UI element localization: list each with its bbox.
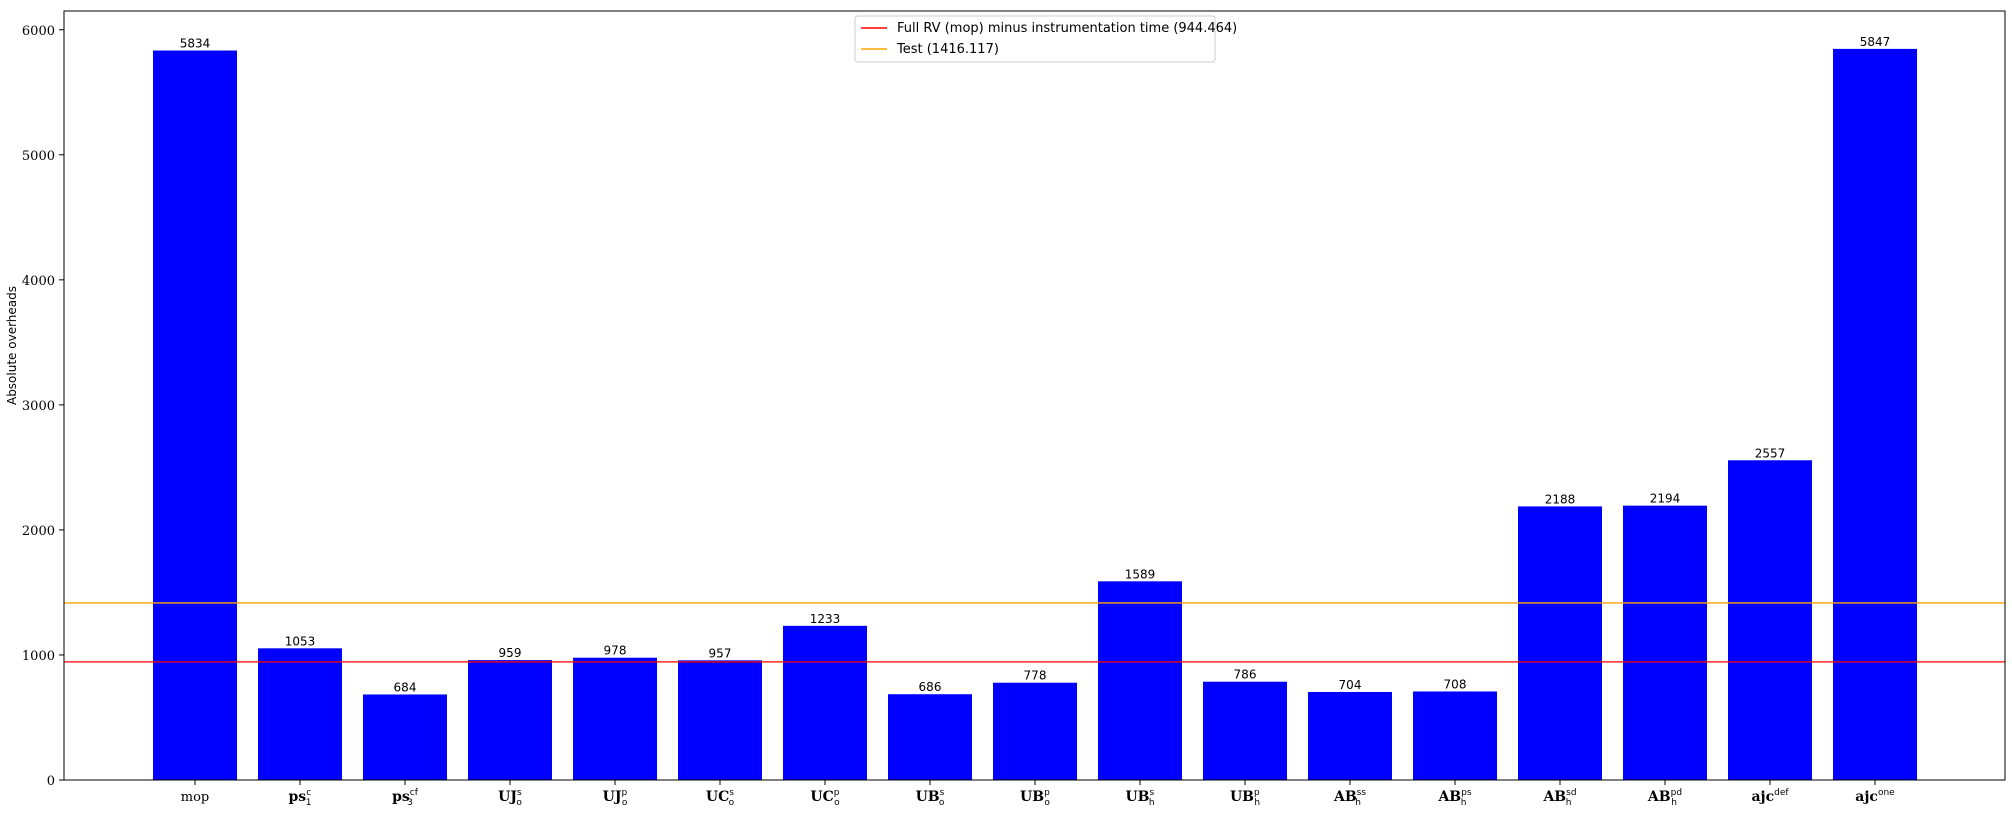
bar-value-label: 5847 <box>1860 35 1891 49</box>
x-tick-label: UCp o <box>810 788 840 808</box>
x-tick-label: UBp h <box>1230 788 1260 808</box>
x-axis: mop psc 1 pscf 3 UJs o UJp o UCs o UCp o UBs o UBp o UBs h… <box>181 780 1895 808</box>
x-tick-label: UBs h <box>1125 788 1154 808</box>
x-tick-label: psc 1 <box>289 788 312 808</box>
bars-group <box>153 48 1917 781</box>
bar-value-label: 1233 <box>810 612 841 626</box>
y-tick-label: 1000 <box>22 649 55 664</box>
bar-value-label: 2188 <box>1545 492 1576 506</box>
bar-value-label: 959 <box>499 646 522 660</box>
value-labels-group: 5834 1053 684 959 978 957 1233 686 778 1589 786 704… <box>180 35 1891 695</box>
legend-frame <box>854 15 1216 63</box>
y-tick-label: 6000 <box>22 24 55 39</box>
bar <box>1518 506 1602 780</box>
bar-value-label: 5834 <box>180 37 211 51</box>
reference-lines-group <box>64 602 2005 663</box>
bar <box>993 682 1077 780</box>
bar <box>153 50 237 781</box>
x-tick-label: UJs o <box>498 788 522 808</box>
bar-value-label: 708 <box>1444 677 1467 691</box>
legend-entry-label: Test (1416.117) <box>896 42 999 57</box>
x-tick-label: UBs o <box>916 788 945 808</box>
bar <box>573 657 657 780</box>
x-tick-label: ABsd h <box>1542 788 1576 808</box>
bar-value-label: 978 <box>604 644 627 658</box>
x-tick-label: UBp o <box>1020 788 1050 808</box>
y-tick-label: 2000 <box>22 524 55 539</box>
y-tick-label: 3000 <box>22 399 55 414</box>
bar <box>258 648 342 780</box>
bar-value-label: 1589 <box>1125 567 1156 581</box>
x-tick-label: ABpd h <box>1647 788 1682 808</box>
bar-value-label: 957 <box>709 646 732 660</box>
bar <box>1413 691 1497 780</box>
bar <box>1308 691 1392 780</box>
x-tick-label: UJp o <box>603 788 628 808</box>
bar-value-label: 704 <box>1339 678 1362 692</box>
bar <box>888 694 972 780</box>
bar <box>1833 48 1917 780</box>
bar-value-label: 684 <box>394 680 417 694</box>
bar <box>783 625 867 780</box>
x-tick-label: ajcdef <box>1751 788 1789 805</box>
bar-value-label: 686 <box>919 680 942 694</box>
bar <box>363 694 447 780</box>
y-tick-label: 4000 <box>22 274 55 289</box>
legend: Full RV (mop) minus instrumentation time… <box>854 15 1237 63</box>
x-tick-label: UCs o <box>706 788 735 808</box>
plot-frame <box>63 10 2006 781</box>
x-tick-label: ABss h <box>1333 788 1366 808</box>
x-tick-label: pscf 3 <box>392 788 419 808</box>
bar-value-label: 2557 <box>1755 446 1786 460</box>
bar <box>1203 681 1287 780</box>
y-tick-label: 0 <box>47 774 55 789</box>
y-axis-label: Absolute overheads <box>5 286 19 405</box>
x-tick-label: ABps h <box>1437 788 1471 808</box>
bar <box>1728 460 1812 780</box>
bar-value-label: 1053 <box>285 634 316 648</box>
bar <box>1623 505 1707 780</box>
bar-value-label: 778 <box>1024 669 1047 683</box>
x-tick-label: ajcone <box>1855 788 1895 805</box>
bar <box>468 660 552 780</box>
bar <box>678 660 762 780</box>
x-tick-label: mop <box>181 790 209 805</box>
legend-entry-label: Full RV (mop) minus instrumentation time… <box>897 21 1237 36</box>
y-tick-label: 5000 <box>22 149 55 164</box>
bar <box>1098 581 1182 780</box>
y-axis: 0 1000 2000 3000 4000 5000 6000 <box>22 24 64 789</box>
bar-value-label: 786 <box>1234 668 1257 682</box>
bar-value-label: 2194 <box>1650 492 1681 506</box>
